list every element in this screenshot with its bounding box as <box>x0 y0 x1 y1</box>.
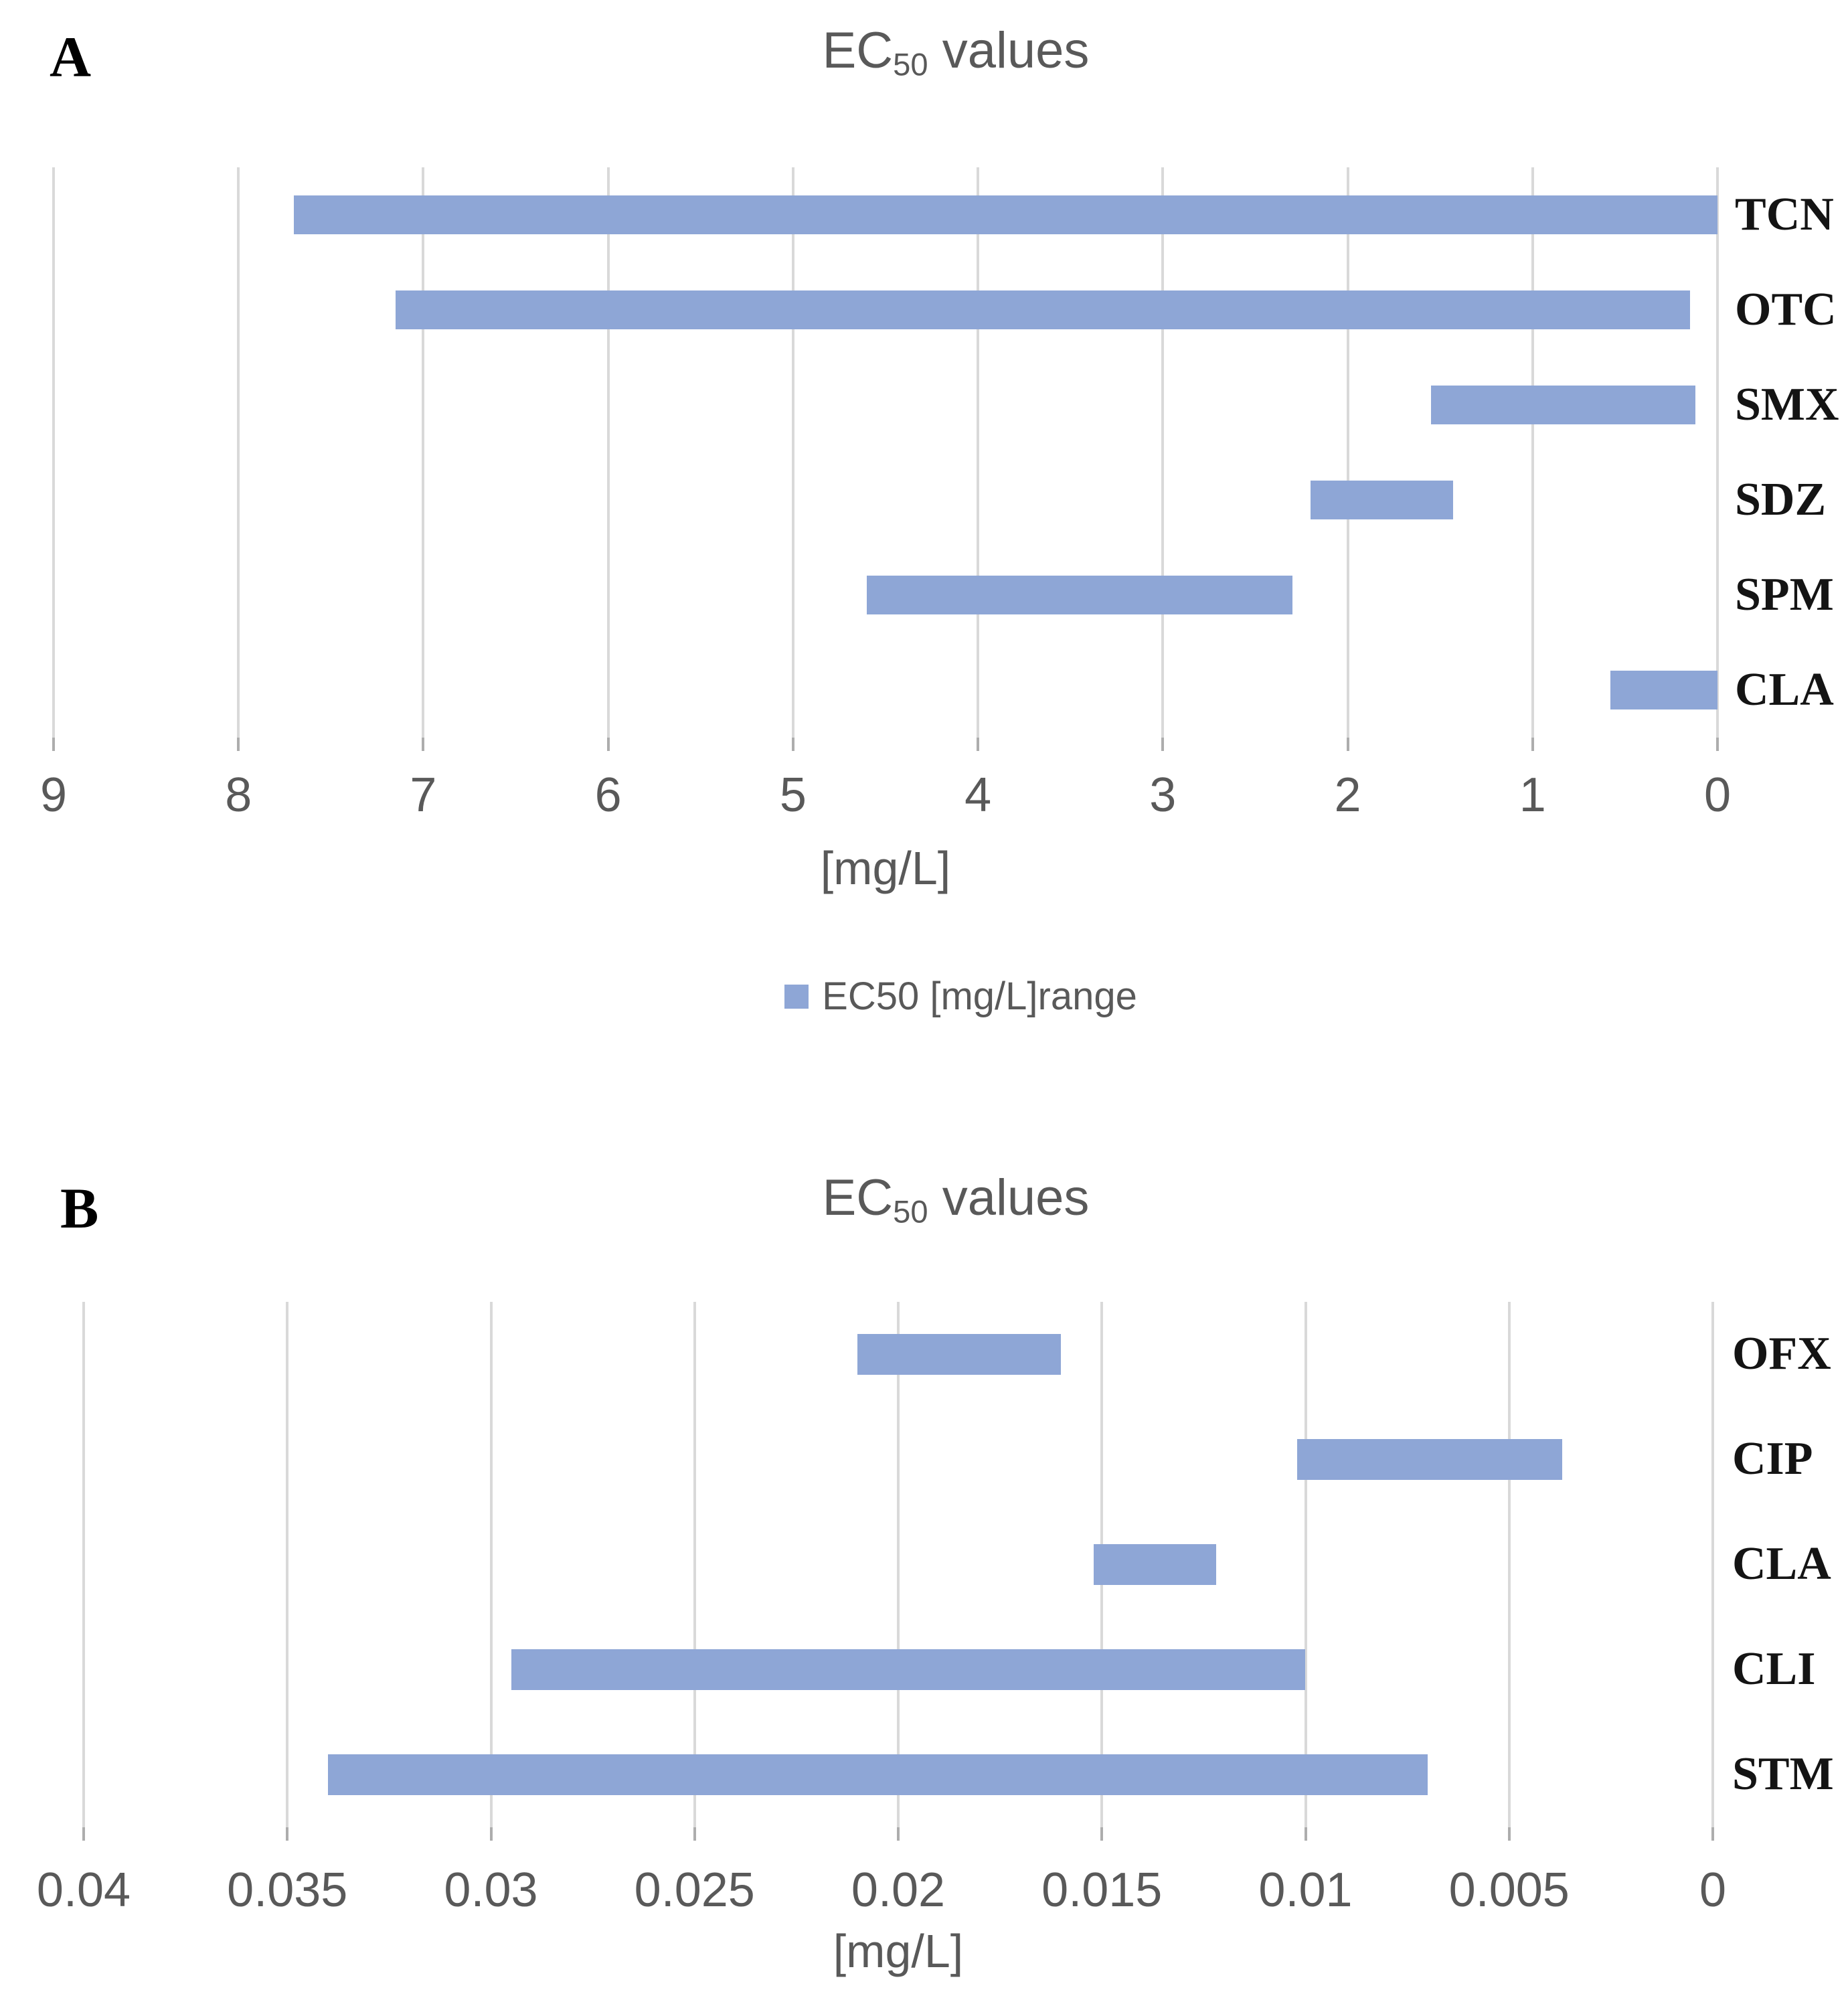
x-tick-label: 5 <box>779 768 807 822</box>
axis-tick-mark <box>286 1827 289 1841</box>
panel-b-title: EC50 values <box>64 1170 1848 1229</box>
axis-tick-mark <box>489 1827 493 1841</box>
gridline <box>1716 167 1719 738</box>
gridline <box>897 1302 900 1827</box>
axis-tick-mark <box>1346 738 1349 751</box>
gridline <box>693 1302 696 1827</box>
panel-a-title-prefix: EC <box>822 22 894 79</box>
panel-a-letter: A <box>50 25 92 89</box>
gridline <box>1711 1302 1714 1827</box>
x-tick-label: 9 <box>39 768 68 822</box>
axis-tick-mark <box>897 1827 900 1841</box>
x-tick-label: 7 <box>410 768 437 822</box>
x-tick-label: 0.025 <box>634 1863 755 1917</box>
panel-a-x-axis-label: [mg/L] <box>820 842 951 894</box>
panel-b-title-prefix: EC <box>822 1169 894 1226</box>
x-tick-label: 0.04 <box>36 1863 131 1917</box>
range-bar-tcn <box>294 195 1717 234</box>
range-bar-ofx <box>857 1333 1062 1375</box>
panel-b-x-axis-label: [mg/L] <box>833 1925 964 1977</box>
axis-tick-mark <box>1711 1827 1714 1841</box>
range-bar-smx <box>1430 386 1695 424</box>
gridline <box>52 167 55 738</box>
panel-b-plot-area: 0.04 0.035 0.03 0.025 0.02 0.015 0.01 0.005 0 OFX… <box>37 1302 1834 1914</box>
x-tick-label: 0.02 <box>851 1863 946 1917</box>
range-bar-otc <box>396 290 1690 329</box>
range-bar-sdz <box>1311 481 1453 519</box>
category-label-cli: CLI <box>1732 1643 1816 1695</box>
gridline <box>1161 167 1165 738</box>
category-label-cla: CLA <box>1732 1538 1831 1590</box>
x-tick-label: 6 <box>594 768 622 822</box>
category-label-tcn: TCN <box>1735 189 1834 240</box>
gridline <box>422 167 425 738</box>
axis-tick-mark <box>1100 1827 1104 1841</box>
range-bar-cla <box>1094 1543 1216 1585</box>
axis-tick-mark <box>606 738 610 751</box>
axis-tick-mark <box>1304 1827 1307 1841</box>
category-label-cip: CIP <box>1732 1433 1813 1485</box>
category-label-spm: SPM <box>1735 569 1834 620</box>
gridline <box>82 1302 85 1827</box>
axis-tick-mark <box>422 738 425 751</box>
gridline <box>791 167 794 738</box>
category-label-smx: SMX <box>1735 379 1839 430</box>
x-tick-label: 0 <box>1703 768 1732 822</box>
category-label-sdz: SDZ <box>1735 474 1827 525</box>
gridline <box>977 167 980 738</box>
axis-tick-mark <box>1507 1827 1511 1841</box>
x-tick-label: 8 <box>225 768 252 822</box>
x-tick-label: 0.015 <box>1041 1863 1163 1917</box>
panel-a-title: EC50 values <box>64 23 1848 82</box>
x-tick-label: 0 <box>1699 1863 1727 1917</box>
panel-b-letter: B <box>60 1176 99 1240</box>
range-bar-spm <box>867 576 1292 614</box>
gridline <box>1531 167 1534 738</box>
x-tick-label: 3 <box>1149 768 1177 822</box>
axis-tick-mark <box>977 738 980 751</box>
panel-b-title-subscript: 50 <box>893 1193 928 1230</box>
x-tick-label: 4 <box>964 768 992 822</box>
axis-tick-mark <box>1161 738 1165 751</box>
panel-b-title-suffix: values <box>928 1169 1090 1226</box>
category-label-cla: CLA <box>1735 664 1834 716</box>
panel-a-title-suffix: values <box>928 22 1090 79</box>
panel-a-title-subscript: 50 <box>893 46 928 82</box>
range-bar-cli <box>511 1649 1306 1690</box>
range-bar-stm <box>328 1754 1428 1795</box>
axis-tick-mark <box>791 738 794 751</box>
gridline <box>237 167 240 738</box>
x-tick-label: 2 <box>1334 768 1361 822</box>
panel-a-plot-area: 9 8 7 6 5 4 3 2 1 0 TCN OTC SMX SDZ SPM CLA <box>40 167 1839 819</box>
range-bar-cla <box>1610 671 1717 709</box>
x-tick-label: 0.035 <box>227 1863 348 1917</box>
axis-tick-mark <box>82 1827 85 1841</box>
legend-swatch-icon <box>784 985 809 1009</box>
gridline <box>1304 1302 1307 1827</box>
panel-a-legend: EC50 [mg/L]range <box>74 977 1848 1016</box>
axis-tick-mark <box>52 738 55 751</box>
x-tick-label: 0.005 <box>1448 1863 1570 1917</box>
gridline <box>1507 1302 1511 1827</box>
axis-tick-mark <box>237 738 240 751</box>
range-bar-cip <box>1297 1438 1562 1480</box>
axis-tick-mark <box>1716 738 1719 751</box>
x-tick-label: 0.03 <box>444 1863 538 1917</box>
legend-label: EC50 [mg/L]range <box>822 975 1137 1018</box>
x-tick-label: 0.01 <box>1258 1863 1353 1917</box>
gridline <box>286 1302 289 1827</box>
category-label-stm: STM <box>1732 1748 1834 1800</box>
axis-tick-mark <box>1531 738 1534 751</box>
category-label-ofx: OFX <box>1732 1328 1831 1379</box>
axis-tick-mark <box>693 1827 696 1841</box>
gridline <box>606 167 610 738</box>
gridline <box>1346 167 1349 738</box>
x-tick-label: 1 <box>1519 768 1546 822</box>
gridline <box>489 1302 493 1827</box>
category-label-otc: OTC <box>1735 284 1837 335</box>
